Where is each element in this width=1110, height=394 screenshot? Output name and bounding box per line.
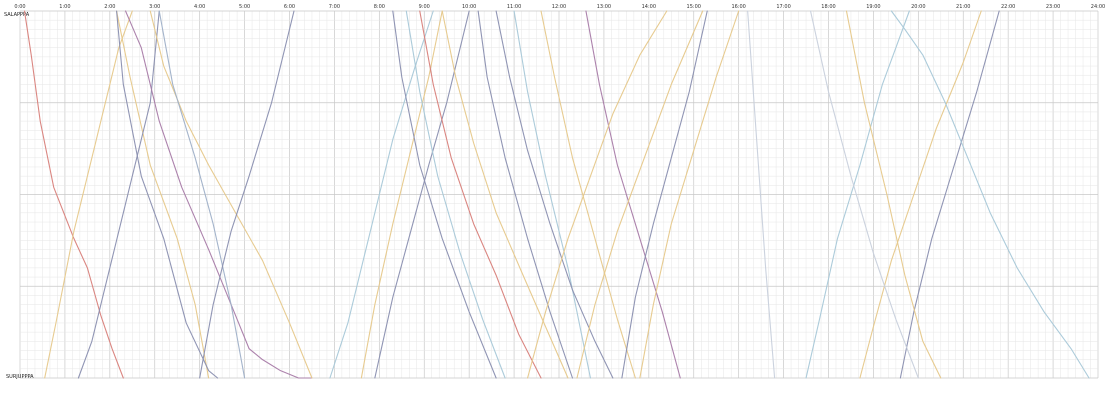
train-path-18 [477,10,574,379]
train-path-32 [809,10,919,379]
x-tick-label: 4:00 [194,4,205,10]
x-tick-label: 9:00 [419,4,430,10]
train-path-12 [360,10,443,379]
x-tick-label: 1:00 [59,4,70,10]
train-path-20 [495,10,614,379]
x-tick-label: 15:00 [687,4,701,10]
train-path-2 [44,10,133,379]
station-label-top: SALAPPPA [4,12,30,18]
train-path-30 [890,10,1090,379]
train-path-16 [419,10,542,379]
train-path-4 [116,10,219,379]
train-path-7 [248,348,313,379]
x-tick-label: 21:00 [956,4,970,10]
train-path-13 [374,10,470,379]
train-path-28 [859,10,982,379]
train-path-21 [540,10,636,379]
x-tick-label: 3:00 [149,4,160,10]
x-tick-label: 20:00 [911,4,925,10]
train-path-9 [158,10,246,379]
x-tick-label: 6:00 [284,4,295,10]
train-path-27 [805,10,910,379]
x-tick-label: 8:00 [374,4,385,10]
x-tick-label: 14:00 [642,4,656,10]
train-path-14 [392,10,497,379]
train-path-10 [199,10,295,379]
x-tick-label: 23:00 [1046,4,1060,10]
x-tick-label: 16:00 [731,4,745,10]
grid [19,10,1099,379]
train-path-17 [441,10,569,379]
train-path-24 [576,10,704,379]
train-path-29 [899,10,1000,379]
x-tick-label: 0:00 [14,4,25,10]
x-tick-label: 7:00 [329,4,340,10]
x-tick-label: 22:00 [1001,4,1015,10]
train-path-5 [77,10,160,379]
x-tick-label: 17:00 [776,4,790,10]
x-tick-label: 13:00 [597,4,611,10]
x-tick-label: 5:00 [239,4,250,10]
train-path-23 [527,10,668,379]
x-tick-label: 10:00 [462,4,476,10]
train-path-33 [747,10,776,379]
x-tick-label: 12:00 [552,4,566,10]
train-lines [23,10,1090,379]
x-tick-labels: 0:00 1:00 2:00 3:00 4:00 5:00 6:00 7:00 8:00 9:00… [14,4,1105,10]
train-path-8 [149,10,313,379]
train-path-11 [329,10,434,379]
train-path-31 [845,10,942,379]
train-path-15 [405,10,506,379]
x-tick-label: 2:00 [104,4,115,10]
x-tick-label: 18:00 [821,4,835,10]
train-path-1 [23,10,124,379]
train-path-19 [513,10,591,379]
x-tick-label: 19:00 [866,4,880,10]
train-path-25 [621,10,708,379]
x-tick-label: 11:00 [507,4,521,10]
train-path-26 [639,10,740,379]
train-path-3 [116,10,210,379]
x-tick-label: 24:00 [1091,4,1105,10]
station-label-bottom: SURJUPPPA [6,374,34,380]
